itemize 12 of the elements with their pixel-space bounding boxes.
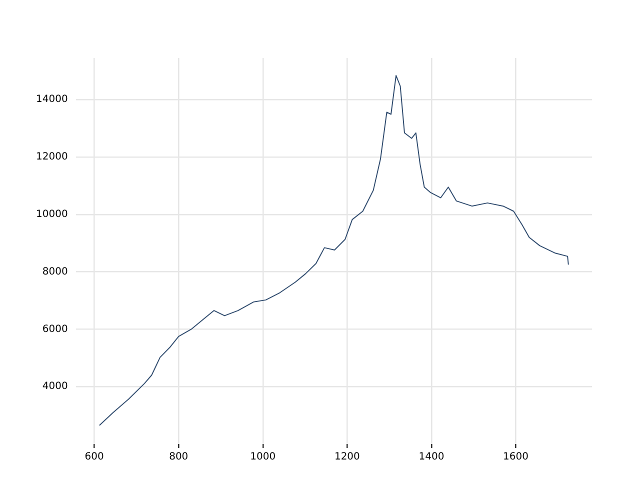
x-tick-label: 1600	[503, 452, 528, 463]
y-tick-label: 4000	[42, 381, 68, 392]
y-tick-label: 12000	[36, 152, 68, 163]
x-tick-label: 1400	[418, 452, 444, 463]
x-tick-label: 1200	[334, 452, 360, 463]
y-tick-label: 14000	[36, 94, 68, 106]
x-tick-label: 1000	[250, 452, 276, 463]
x-tick-label: 800	[169, 452, 188, 463]
y-tick-label: 6000	[42, 324, 68, 335]
y-tick-label: 8000	[42, 266, 68, 278]
x-tick-label: 600	[84, 452, 104, 463]
y-tick-label: 10000	[36, 209, 68, 220]
